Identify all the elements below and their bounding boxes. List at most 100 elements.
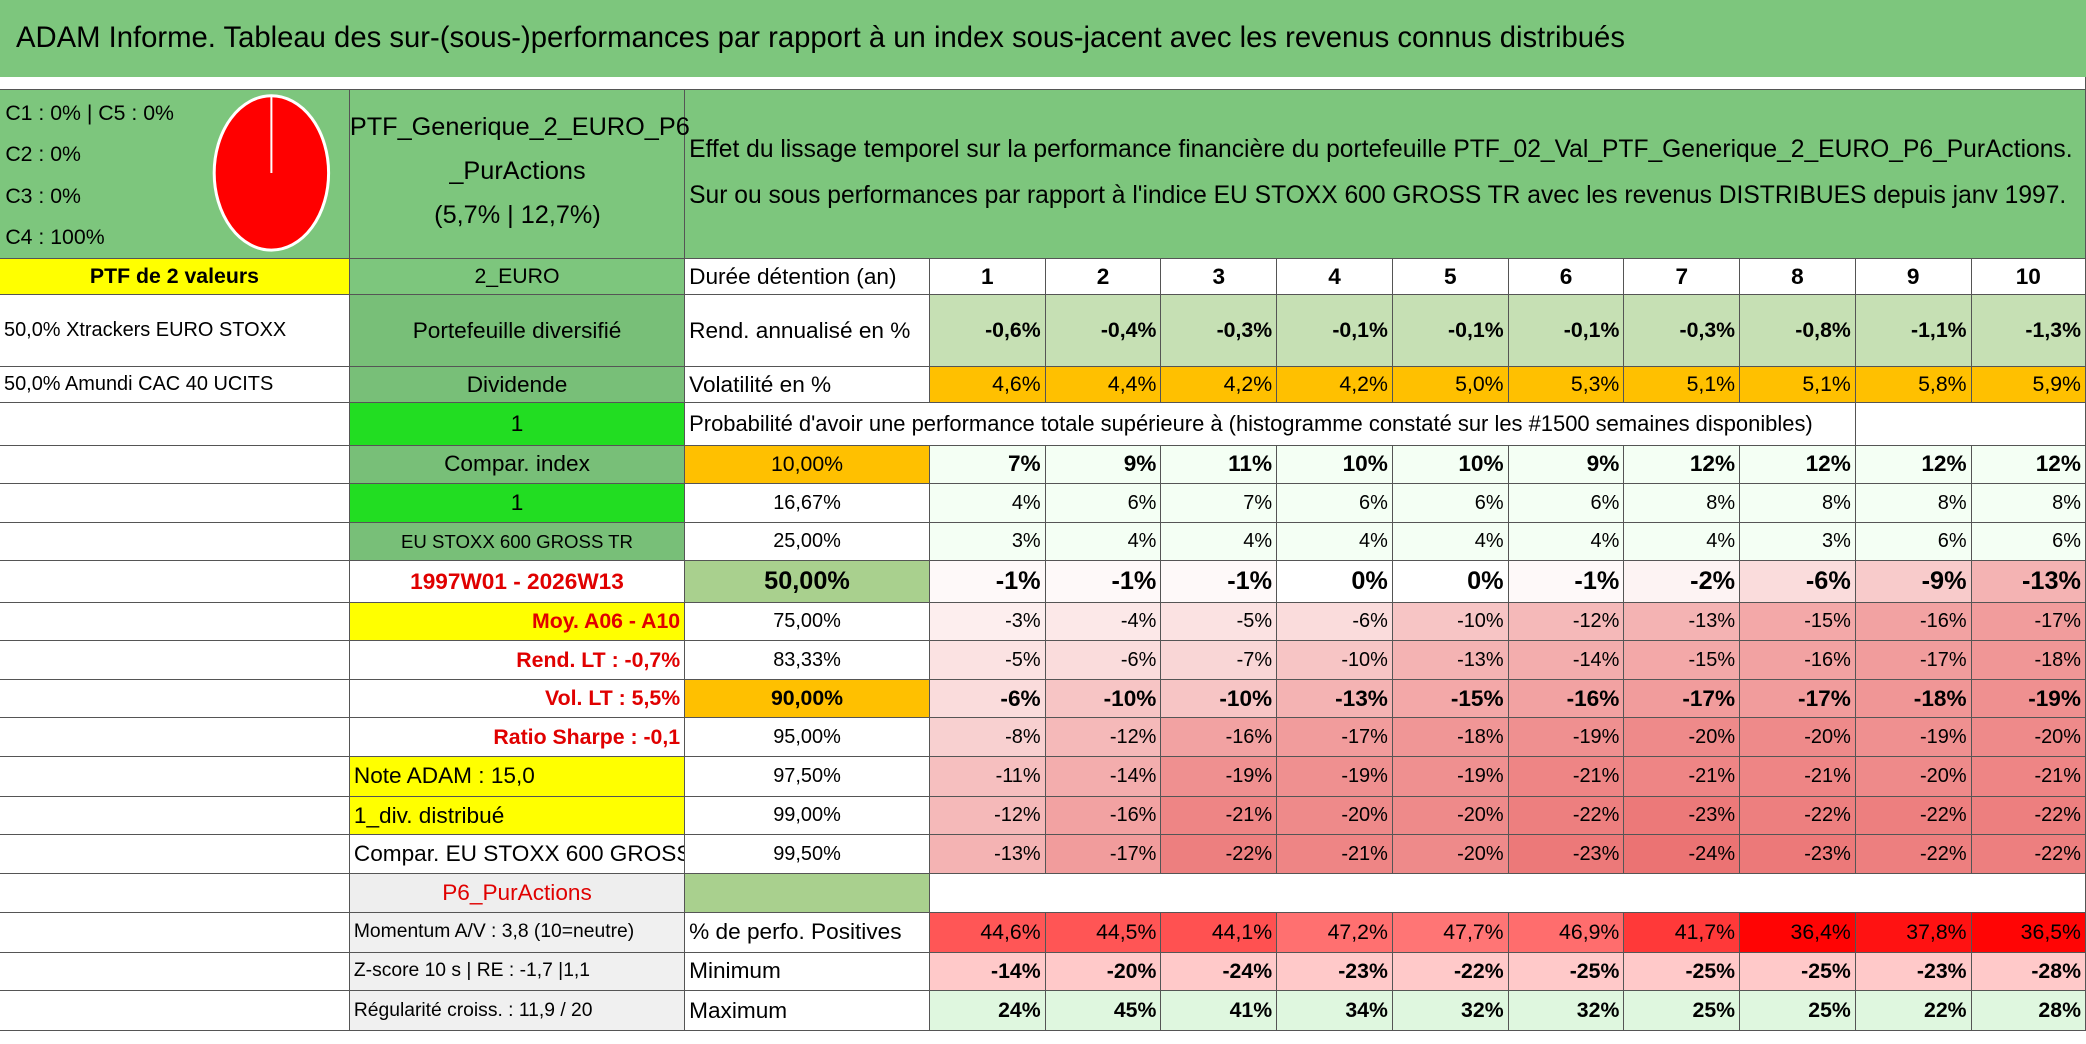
value-cell: 25% <box>1740 991 1856 1032</box>
value-cell: -15% <box>1740 602 1856 642</box>
value-cell: 4% <box>1624 522 1741 562</box>
value-cell: 8% <box>1971 484 2086 523</box>
value-cell: 10% <box>1277 445 1393 485</box>
column-header: 3 <box>1161 259 1278 296</box>
value-cell: -21% <box>1161 796 1278 836</box>
row-label-b: Note ADAM : 15,0 <box>349 756 686 797</box>
value-cell: 12% <box>1855 445 1972 485</box>
row-label-a <box>0 874 350 913</box>
value-cell: -24% <box>1624 835 1741 875</box>
row-label-a <box>0 679 350 719</box>
value-cell: 6% <box>1045 484 1162 523</box>
value-cell: -4% <box>1045 602 1162 642</box>
row-label-c: Durée détention (an) <box>685 259 930 296</box>
portfolio-name: (5,7% | 12,7%) <box>434 200 601 229</box>
value-cell: -17% <box>1855 641 1972 680</box>
bottom-strip <box>0 1031 2086 1044</box>
value-cell: -20% <box>1277 796 1393 836</box>
value-cell: -14% <box>1508 641 1625 680</box>
row-label-c: Volatilité en % <box>685 367 930 404</box>
value-cell: 32% <box>1508 991 1625 1032</box>
value-cell: 44,1% <box>1161 912 1278 953</box>
value-cell: -18% <box>1392 718 1509 757</box>
row-label-b: 1997W01 - 2026W13 <box>349 561 686 603</box>
value-cell: -0,4% <box>1045 295 1162 368</box>
row-label-c: 99,50% <box>685 835 930 875</box>
value-cell: -0,1% <box>1508 295 1625 368</box>
value-cell: -21% <box>1624 756 1741 797</box>
value-cell: -18% <box>1855 679 1972 719</box>
value-cell: -28% <box>1971 952 2086 992</box>
row-label-c: 50,00% <box>685 561 930 603</box>
value-cell: 4% <box>1277 522 1393 562</box>
value-cell: 5,3% <box>1508 367 1625 404</box>
value-cell: 4% <box>1161 522 1278 562</box>
row-label-c: 99,00% <box>685 796 930 836</box>
value-cell: -1% <box>1161 561 1278 603</box>
value-cell: -23% <box>1624 796 1741 836</box>
value-cell: -22% <box>1161 835 1278 875</box>
value-cell: -2% <box>1624 561 1741 603</box>
value-cell: -12% <box>1045 718 1162 757</box>
row-label-c: Minimum <box>685 952 930 992</box>
row-label-b: Moy. A06 - A10 <box>349 602 686 642</box>
value-cell: -9% <box>1855 561 1972 603</box>
value-cell: 6% <box>1277 484 1393 523</box>
value-cell: 4,6% <box>929 367 1046 404</box>
pie-legend-item: C3 : 0% <box>5 183 81 208</box>
value-cell: -25% <box>1624 952 1741 992</box>
row-label-a <box>0 484 350 523</box>
value-cell: 25% <box>1624 991 1741 1032</box>
portfolio-name: _PurActions <box>449 156 586 185</box>
value-cell: -20% <box>1740 718 1856 757</box>
value-cell: -16% <box>1855 602 1972 642</box>
value-cell: -16% <box>1161 718 1278 757</box>
row-label-c: Rend. annualisé en % <box>685 295 930 368</box>
column-header: 8 <box>1740 259 1856 296</box>
value-cell: -11% <box>929 756 1046 797</box>
row-label-a: 50,0% Xtrackers EURO STOXX <box>0 295 350 368</box>
value-cell: -6% <box>1045 641 1162 680</box>
value-cell: -20% <box>1045 952 1162 992</box>
row-label-b: 2_EURO <box>349 259 686 296</box>
column-header: 1 <box>929 259 1046 296</box>
value-cell: -6% <box>1277 602 1393 642</box>
value-cell: 9% <box>1045 445 1162 485</box>
value-cell: -21% <box>1508 756 1625 797</box>
value-cell: 28% <box>1971 991 2086 1032</box>
value-cell: -22% <box>1740 796 1856 836</box>
value-cell: -0,3% <box>1161 295 1278 368</box>
value-cell: 5,1% <box>1624 367 1741 404</box>
row-label-a <box>0 403 350 446</box>
row-label-b: EU STOXX 600 GROSS TR <box>349 522 686 562</box>
row-label-b: Z-score 10 s | RE : -1,7 |1,1 <box>349 952 686 992</box>
value-cell: -21% <box>1740 756 1856 797</box>
row-label-b: 1 <box>349 484 686 523</box>
value-cell: -12% <box>1508 602 1625 642</box>
value-cell: 3% <box>929 522 1046 562</box>
value-cell: 7% <box>1161 484 1278 523</box>
row-label-a: 50,0% Amundi CAC 40 UCITS <box>0 367 350 404</box>
row-label-a <box>0 522 350 562</box>
row-label-b: Régularité croiss. : 11,9 / 20 <box>349 991 686 1032</box>
value-cell: 10% <box>1392 445 1509 485</box>
row-label-a <box>0 641 350 680</box>
value-cell: 5,0% <box>1392 367 1509 404</box>
value-cell: -1,1% <box>1855 295 1972 368</box>
value-cell: 24% <box>929 991 1046 1032</box>
value-cell: -20% <box>1392 796 1509 836</box>
row-label-a <box>0 602 350 642</box>
value-cell: 11% <box>1161 445 1278 485</box>
value-cell: -10% <box>1277 641 1393 680</box>
column-header: 6 <box>1508 259 1625 296</box>
value-cell: -22% <box>1855 796 1972 836</box>
value-cell: -14% <box>1045 756 1162 797</box>
value-cell: -1% <box>1045 561 1162 603</box>
value-cell: -15% <box>1392 679 1509 719</box>
value-cell: 44,6% <box>929 912 1046 953</box>
value-cell: -13% <box>929 835 1046 875</box>
row-label-a <box>0 991 350 1032</box>
row-label-b: Dividende <box>349 367 686 404</box>
value-cell: 47,2% <box>1277 912 1393 953</box>
value-cell: 34% <box>1277 991 1393 1032</box>
